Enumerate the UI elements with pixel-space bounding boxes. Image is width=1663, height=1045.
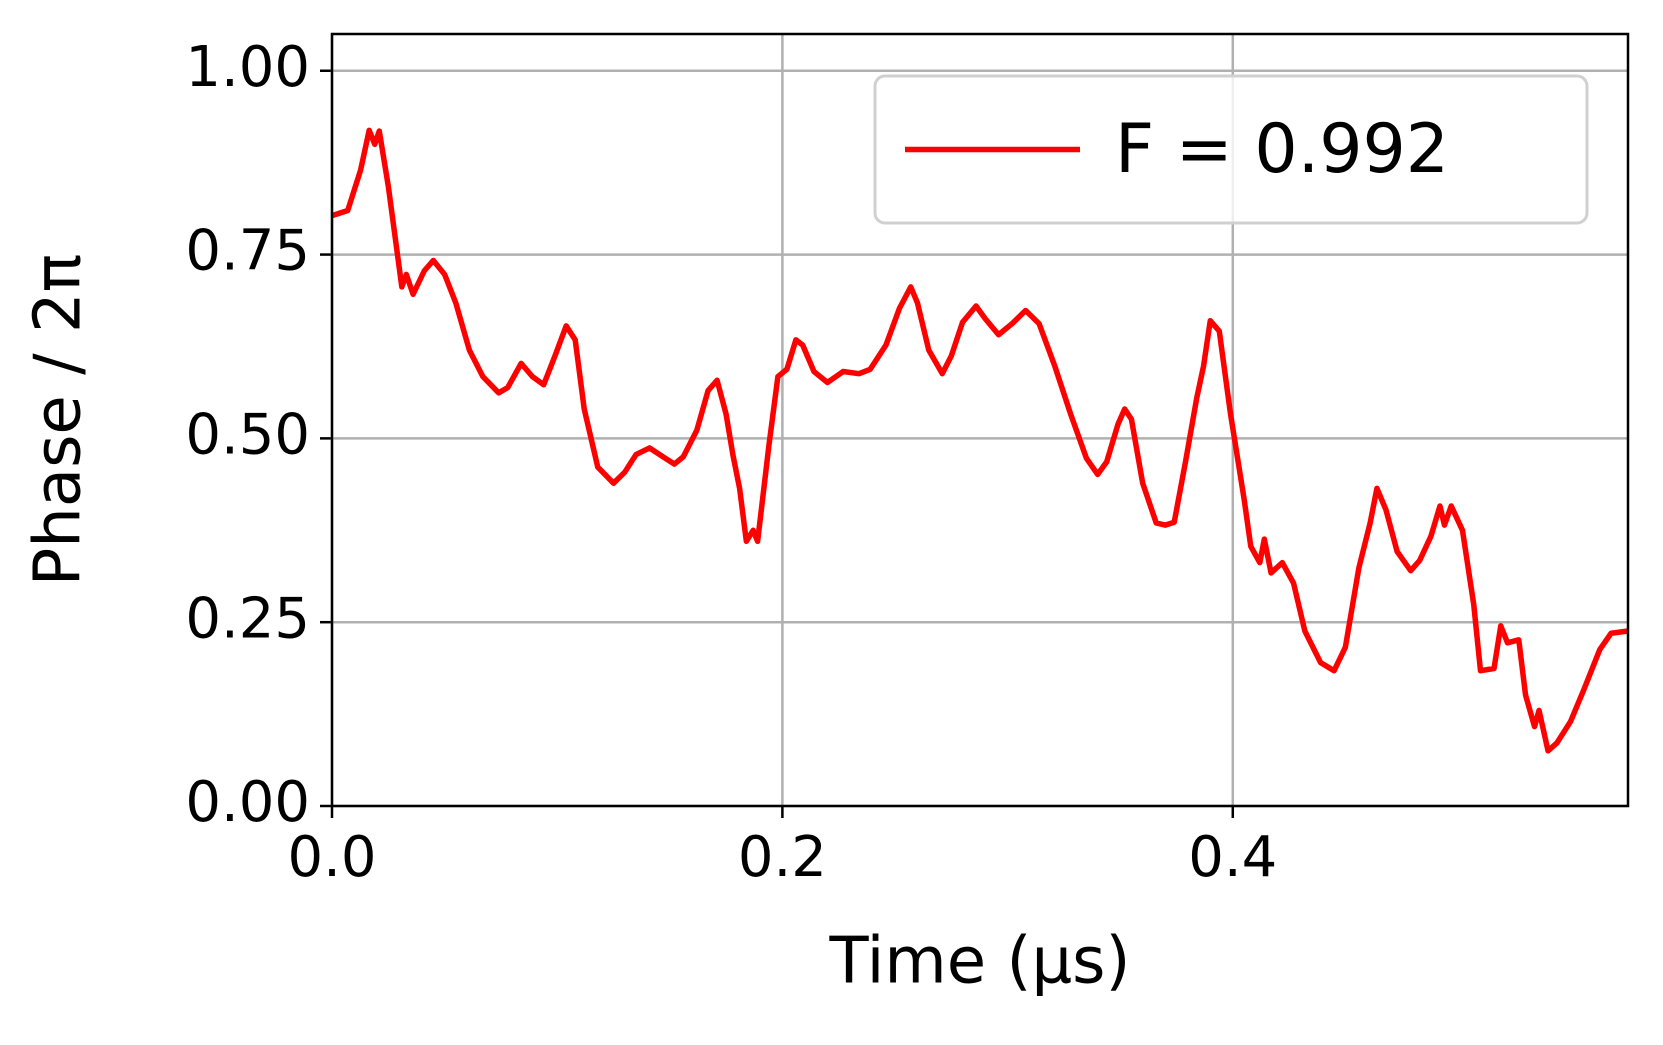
x-tick-label: 0.4 [1188, 825, 1277, 890]
x-tick-label: 0.2 [738, 825, 827, 890]
y-tick-label: 0.00 [185, 770, 310, 835]
legend-label: F = 0.992 [1115, 110, 1449, 189]
data-line [331, 127, 1629, 754]
y-tick-label: 0.50 [185, 403, 310, 468]
x-tick-label: 0.0 [287, 825, 376, 890]
y-axis-label: Phase / 2π [22, 254, 96, 587]
y-tick-label: 0.25 [185, 586, 310, 651]
x-axis-label: Time (µs) [829, 925, 1131, 999]
y-tick-label: 1.00 [185, 35, 310, 100]
y-tick-label: 0.75 [185, 219, 310, 284]
plot-frame [330, 32, 1630, 808]
legend-box [873, 74, 1589, 225]
